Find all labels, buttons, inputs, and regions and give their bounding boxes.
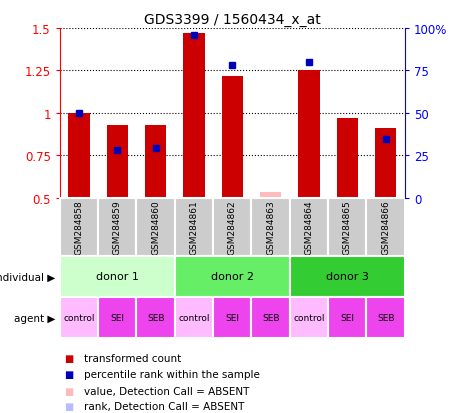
- Bar: [98, 198, 136, 256]
- Text: SEB: SEB: [146, 313, 164, 323]
- Text: GSM284861: GSM284861: [189, 200, 198, 254]
- Title: GDS3399 / 1560434_x_at: GDS3399 / 1560434_x_at: [144, 12, 320, 26]
- Text: SEB: SEB: [261, 313, 279, 323]
- Bar: [136, 198, 174, 256]
- Bar: [60, 297, 98, 339]
- Bar: [289, 256, 404, 297]
- Text: control: control: [178, 313, 209, 323]
- Bar: [136, 297, 174, 339]
- Text: ■: ■: [64, 386, 73, 396]
- Bar: [366, 297, 404, 339]
- Bar: [174, 297, 213, 339]
- Text: donor 1: donor 1: [95, 272, 139, 282]
- Bar: [327, 297, 366, 339]
- Text: rank, Detection Call = ABSENT: rank, Detection Call = ABSENT: [84, 401, 244, 411]
- Text: GSM284866: GSM284866: [381, 200, 389, 254]
- Text: GSM284860: GSM284860: [151, 200, 160, 254]
- Text: value, Detection Call = ABSENT: value, Detection Call = ABSENT: [84, 386, 249, 396]
- Bar: [289, 297, 327, 339]
- Text: transformed count: transformed count: [84, 354, 180, 363]
- Text: ■: ■: [64, 354, 73, 363]
- Bar: [251, 198, 289, 256]
- Bar: [336, 119, 357, 198]
- Bar: [221, 76, 242, 198]
- Bar: [60, 198, 98, 256]
- Text: GSM284863: GSM284863: [266, 200, 274, 254]
- Bar: [251, 297, 289, 339]
- Bar: [259, 192, 280, 198]
- Text: percentile rank within the sample: percentile rank within the sample: [84, 370, 259, 380]
- Text: ■: ■: [64, 370, 73, 380]
- Bar: [106, 126, 128, 198]
- Text: GSM284859: GSM284859: [112, 200, 122, 254]
- Bar: [98, 297, 136, 339]
- Text: donor 2: donor 2: [210, 272, 253, 282]
- Text: GSM284864: GSM284864: [304, 200, 313, 254]
- Text: SEI: SEI: [110, 313, 124, 323]
- Text: SEI: SEI: [340, 313, 353, 323]
- Bar: [213, 297, 251, 339]
- Text: GSM284865: GSM284865: [342, 200, 351, 254]
- Bar: [145, 126, 166, 198]
- Text: donor 3: donor 3: [325, 272, 368, 282]
- Bar: [183, 34, 204, 198]
- Bar: [213, 198, 251, 256]
- Bar: [60, 256, 174, 297]
- Bar: [374, 129, 395, 198]
- Text: SEB: SEB: [376, 313, 393, 323]
- Text: GSM284862: GSM284862: [227, 200, 236, 254]
- Bar: [174, 256, 289, 297]
- Bar: [289, 198, 327, 256]
- Bar: [298, 71, 319, 198]
- Text: ■: ■: [64, 401, 73, 411]
- Text: control: control: [292, 313, 324, 323]
- Text: SEI: SEI: [225, 313, 239, 323]
- Text: agent ▶: agent ▶: [14, 313, 55, 323]
- Text: individual ▶: individual ▶: [0, 272, 55, 282]
- Text: control: control: [63, 313, 95, 323]
- Text: GSM284858: GSM284858: [74, 200, 83, 254]
- Bar: [366, 198, 404, 256]
- Bar: [327, 198, 366, 256]
- Bar: [68, 114, 90, 198]
- Bar: [174, 198, 213, 256]
